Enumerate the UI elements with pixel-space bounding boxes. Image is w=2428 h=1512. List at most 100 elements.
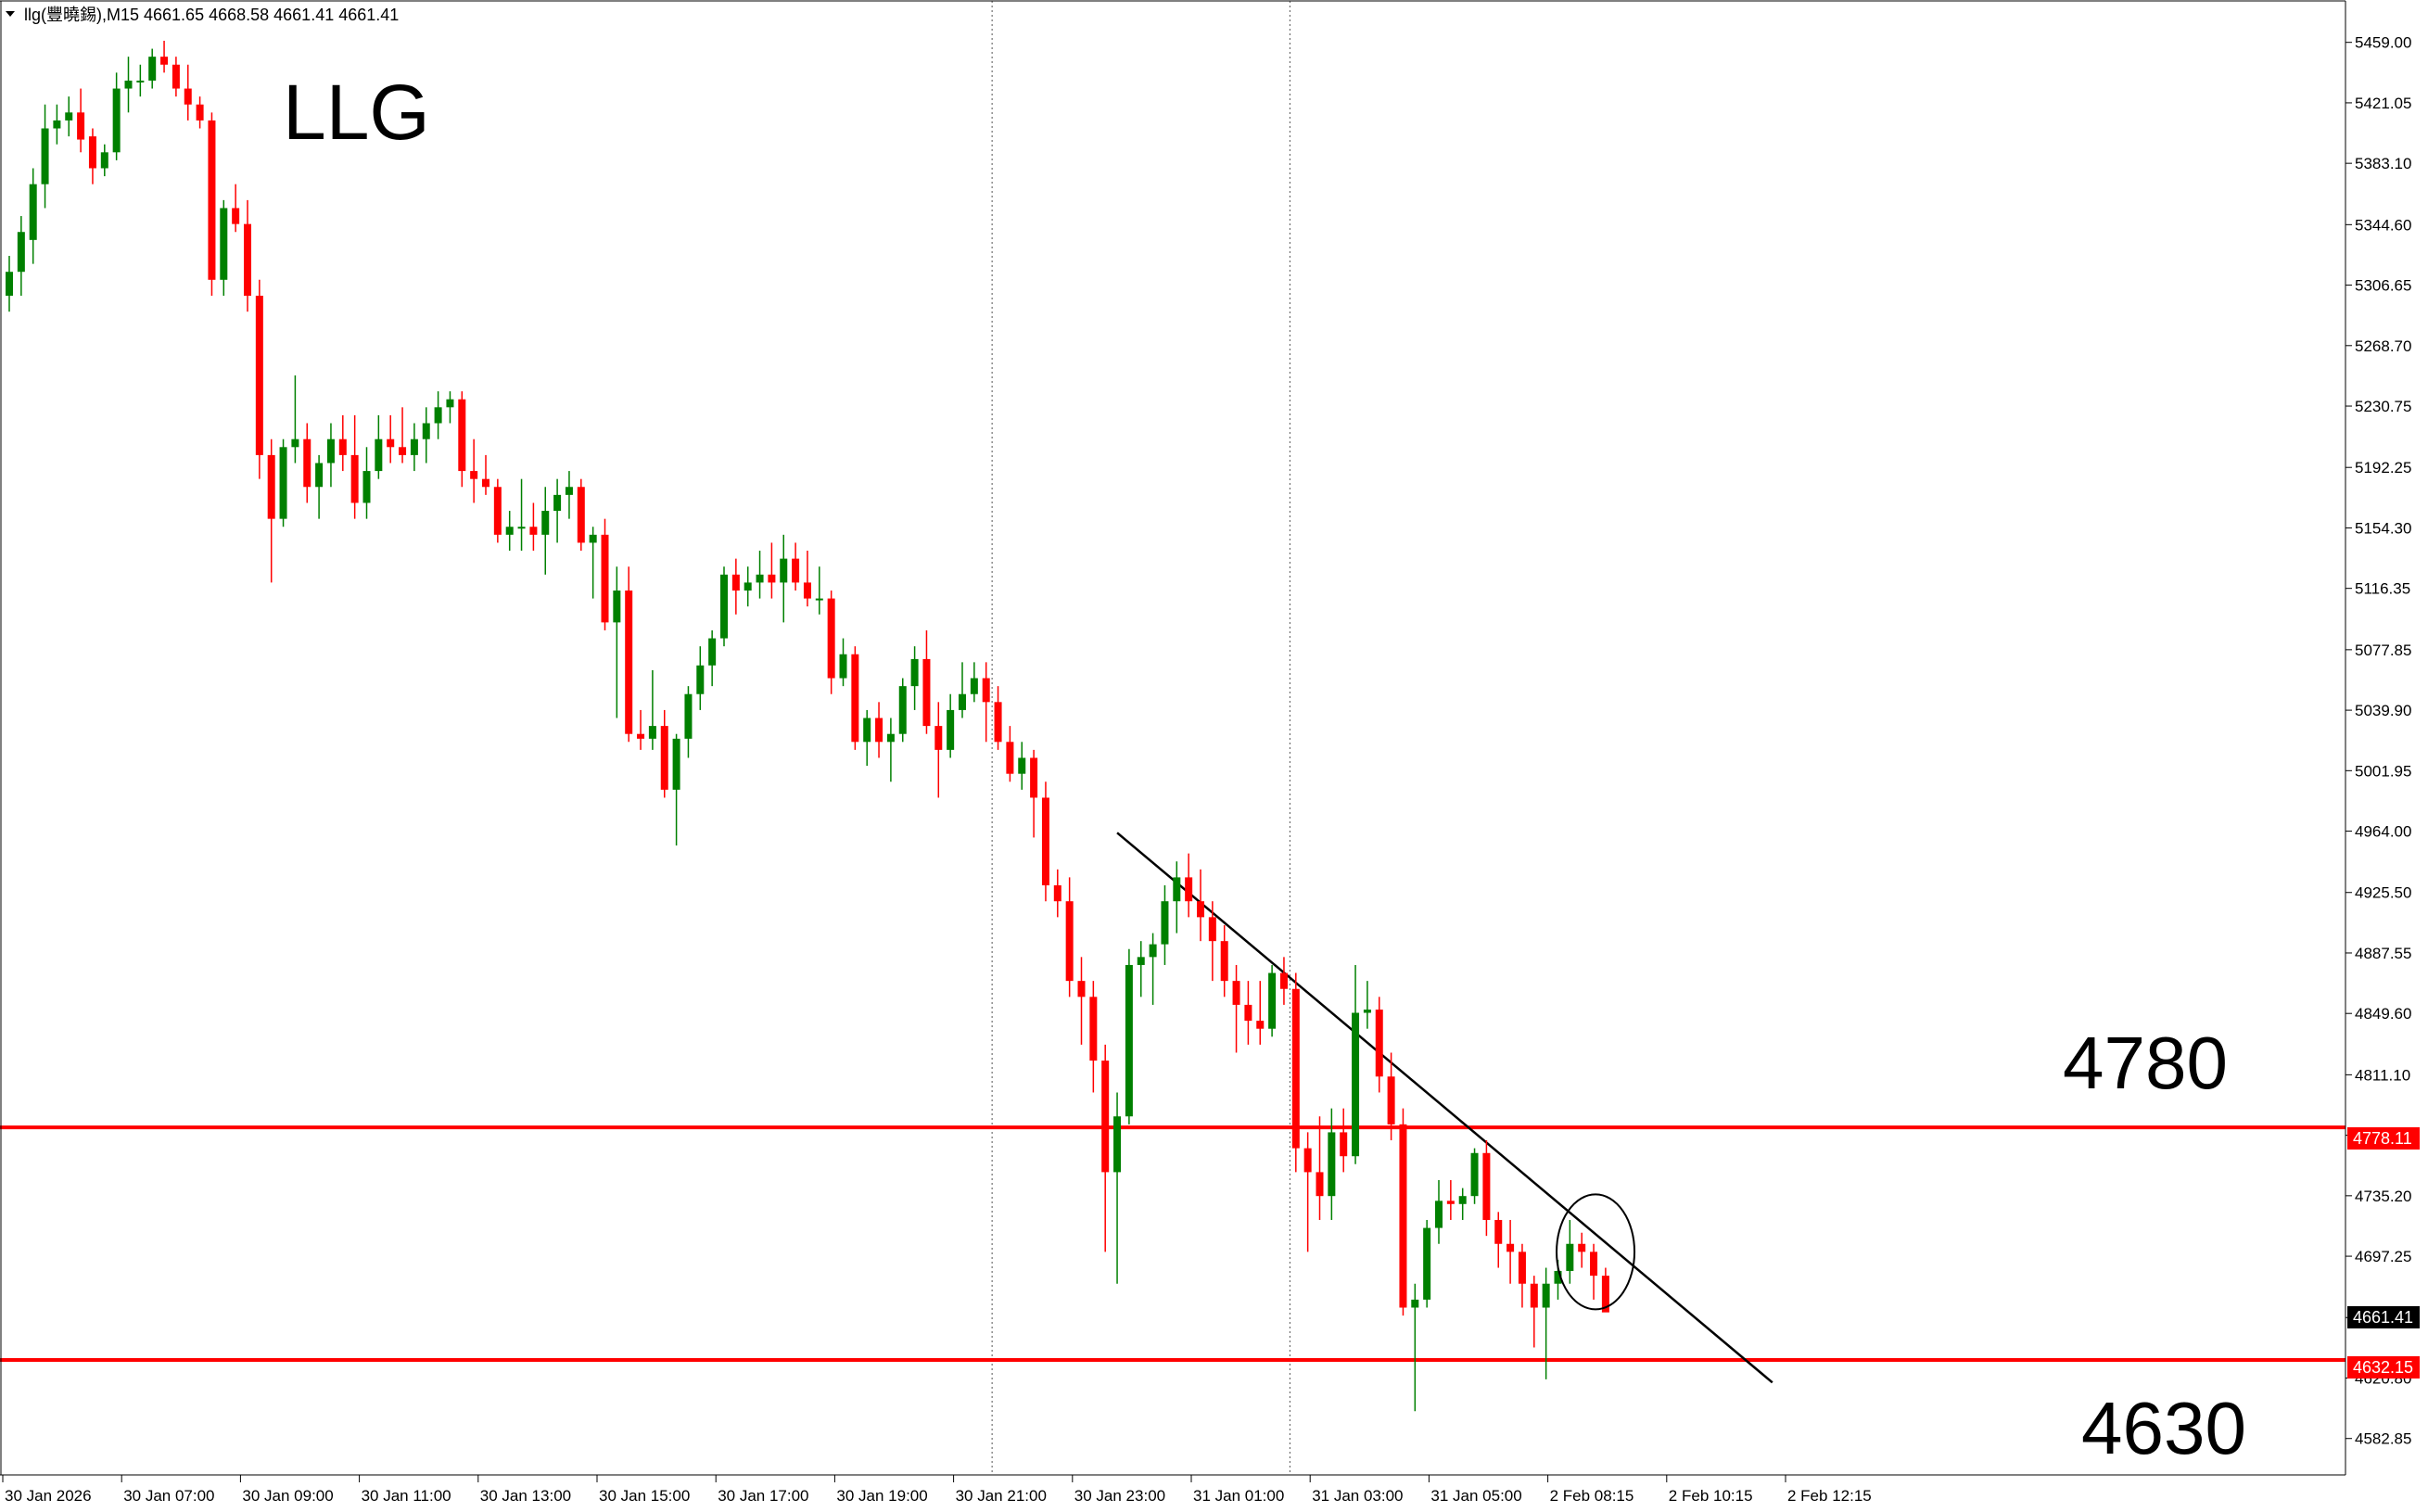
candle-body [1518,1252,1526,1284]
candle [1542,1267,1550,1379]
candle [934,702,943,798]
candle [696,646,705,710]
candle-body [565,487,573,495]
price-tag-upper-bg [2347,1127,2420,1150]
level-label-lower: 4630 [2081,1387,2246,1469]
candle-body [41,128,49,184]
candle-body [208,120,216,280]
candle-body [65,112,73,121]
y-tick-label: 4582.85 [2355,1430,2411,1448]
y-tick-label: 4887.55 [2355,945,2411,962]
candle-body [1578,1243,1586,1252]
candle-body [696,665,705,694]
candle [291,375,299,464]
horizontal-levels [0,1125,2345,1362]
candle-body [1030,757,1038,798]
symbol-info: llg(豐曉錫),M15 4661.65 4668.58 4661.41 466… [24,6,399,24]
candle [148,48,157,89]
candle-body [1041,797,1049,885]
candle-body [708,638,717,666]
candle-body [839,654,847,679]
candle-body [172,64,180,89]
candle-body [1137,957,1145,965]
candle [112,72,121,160]
candle [648,669,656,750]
trend-line-group [1116,832,1773,1384]
candle [768,542,776,599]
candle [184,64,192,121]
candle [684,686,693,758]
candle-body [1268,972,1277,1029]
candle-body [303,438,311,488]
candle [875,702,883,758]
annotation-circle [1556,1193,1636,1311]
candle [1590,1243,1598,1300]
candle-body [959,693,966,710]
candle-body [1494,1219,1503,1244]
candle-body [1411,1299,1419,1308]
candle [839,638,847,687]
candle-body [1303,1148,1312,1173]
candle [792,542,800,591]
candle [720,566,728,647]
candle [208,112,216,296]
candle-body [1458,1196,1467,1204]
x-tick-label: 31 Jan 05:00 [1430,1487,1521,1505]
candle [1435,1180,1443,1244]
candle [1006,726,1014,782]
candle-body [1256,1021,1265,1029]
candle-body [1554,1270,1562,1284]
candle-body [53,120,61,129]
candle [362,447,371,519]
x-tick-label: 30 Jan 09:00 [242,1487,333,1505]
candle [6,256,13,312]
x-tick-label: 2 Feb 12:15 [1787,1487,1872,1505]
candle [1220,924,1228,997]
candle [1458,1188,1467,1220]
candle-body [1363,1010,1371,1013]
y-tick-label: 5344.60 [2355,216,2411,234]
candle [1303,1132,1312,1252]
candle [1101,1044,1110,1252]
candle-body [934,726,943,750]
x-tick-label: 30 Jan 21:00 [956,1487,1047,1505]
candle [1149,933,1157,1005]
candle-body [1065,901,1074,982]
time-axis[interactable]: 30 Jan 2026 30 Jan 07:00 30 Jan 09:00 30 Ja… [2,1475,1872,1505]
candle-body [124,80,133,89]
candle-body [589,534,597,543]
candle [1601,1267,1609,1313]
candle-body [1530,1283,1538,1308]
candle [244,199,251,312]
candle-body [29,184,37,240]
candle-body [1375,1010,1383,1077]
candle [255,279,263,479]
candle [1244,981,1252,1045]
candle [458,391,466,488]
candle [41,104,49,209]
trend-line [1116,832,1773,1384]
candle [196,96,204,129]
candle [541,487,550,575]
y-tick-label: 5306.65 [2355,277,2411,295]
candle [803,551,811,607]
candle-body [648,726,656,739]
y-tick-label: 5039.90 [2355,702,2411,719]
candle [446,391,454,424]
candle [1399,1108,1407,1316]
x-tick-label: 30 Jan 23:00 [1074,1487,1165,1505]
candle [1041,781,1049,902]
dropdown-triangle-icon[interactable] [6,11,15,17]
candle [708,629,717,687]
candle-body [1590,1252,1598,1277]
candle [1256,981,1265,1045]
candle [53,104,61,145]
candle-body [1101,1061,1110,1173]
candle-body [279,447,287,519]
price-tag-lower: 4632.15 [2353,1358,2413,1377]
candle [232,184,240,233]
candle-body [1435,1201,1443,1228]
candle [577,478,585,552]
